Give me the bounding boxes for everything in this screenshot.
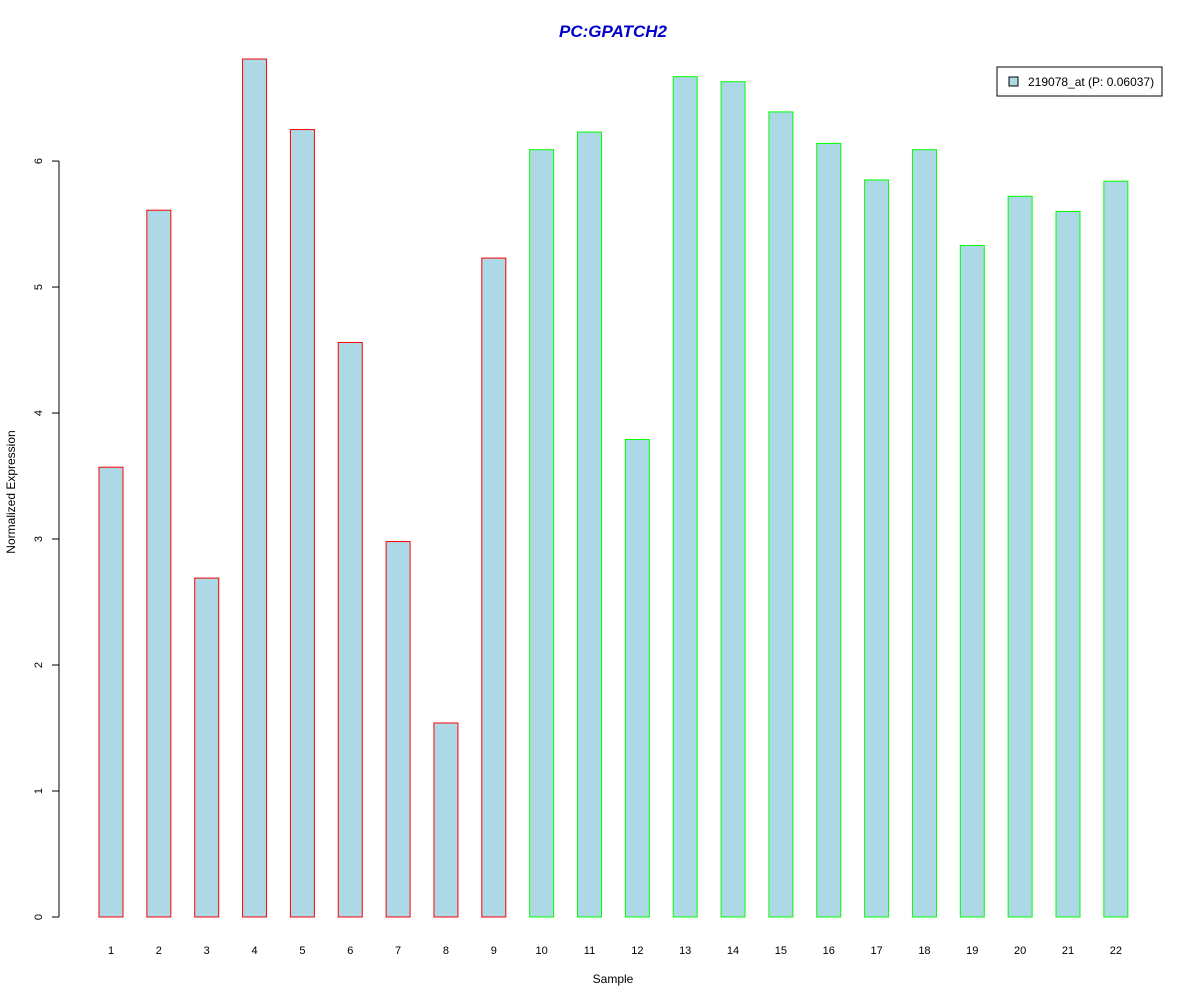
x-tick-label: 14 — [727, 945, 739, 957]
legend-box — [996, 66, 1163, 97]
x-tick-label: 12 — [631, 945, 643, 957]
y-tick-label: 3 — [33, 536, 45, 542]
y-tick-label: 2 — [33, 662, 45, 668]
x-tick-label: 8 — [443, 945, 449, 957]
x-axis-label: Sample — [593, 972, 634, 986]
x-tick-label: 4 — [251, 945, 257, 957]
x-tick-label: 21 — [1062, 945, 1074, 957]
x-tick-labels: 1 2 3 4 5 6 7 8 9 10 11 12 13 14 15 16 17 18 19 20 21 22 — [108, 945, 1122, 957]
bar-sample-1 — [98, 466, 124, 918]
bar-sample-6 — [337, 341, 363, 918]
x-tick-label: 7 — [395, 945, 401, 957]
x-tick-label: 16 — [823, 945, 835, 957]
bar-sample-9 — [481, 257, 507, 918]
bar-sample-3 — [194, 577, 220, 918]
x-tick-label: 22 — [1110, 945, 1122, 957]
y-axis: 0 1 2 3 4 5 6 — [33, 158, 60, 920]
x-tick-label: 13 — [679, 945, 691, 957]
chart-title: PC:GPATCH2 — [559, 22, 668, 41]
bar-sample-12 — [624, 438, 650, 918]
y-tick-label: 1 — [33, 788, 45, 794]
y-tick-label: 5 — [33, 284, 45, 290]
bar-sample-14 — [720, 81, 746, 918]
legend-swatch — [1008, 76, 1019, 87]
bar-sample-18 — [911, 149, 937, 918]
bars — [98, 58, 1129, 918]
y-tick-label: 0 — [33, 914, 45, 920]
bar-sample-4 — [242, 58, 268, 918]
x-tick-label: 11 — [584, 945, 595, 957]
legend-label: 219078_at (P: 0.06037) — [1028, 75, 1154, 89]
y-axis-label: Normalized Expression — [4, 430, 18, 553]
x-tick-label: 17 — [870, 945, 882, 957]
legend: 219078_at (P: 0.06037) — [996, 66, 1163, 97]
x-tick-label: 19 — [966, 945, 978, 957]
x-tick-label: 9 — [491, 945, 497, 957]
x-tick-label: 20 — [1014, 945, 1026, 957]
x-tick-label: 2 — [156, 945, 162, 957]
y-tick-label: 6 — [33, 158, 45, 164]
bar-sample-13 — [672, 76, 698, 918]
bar-sample-22 — [1103, 180, 1129, 918]
x-tick-label: 10 — [536, 945, 548, 957]
bar-sample-5 — [289, 129, 315, 918]
bar-sample-7 — [385, 541, 411, 918]
bar-sample-20 — [1007, 195, 1033, 918]
bar-sample-2 — [146, 209, 172, 918]
x-tick-label: 1 — [108, 945, 114, 957]
y-tick-label: 4 — [33, 410, 45, 416]
bar-sample-11 — [577, 131, 602, 918]
x-tick-label: 6 — [347, 945, 353, 957]
x-tick-label: 3 — [204, 945, 210, 957]
bar-sample-15 — [768, 111, 794, 918]
bar-sample-17 — [864, 179, 890, 918]
bar-sample-16 — [816, 142, 842, 918]
bar-sample-8 — [433, 722, 459, 918]
bar-sample-21 — [1055, 210, 1081, 918]
bar-sample-10 — [529, 149, 555, 918]
x-tick-label: 15 — [775, 945, 787, 957]
x-tick-label: 18 — [918, 945, 930, 957]
x-tick-label: 5 — [299, 945, 305, 957]
bar-sample-19 — [959, 244, 985, 918]
